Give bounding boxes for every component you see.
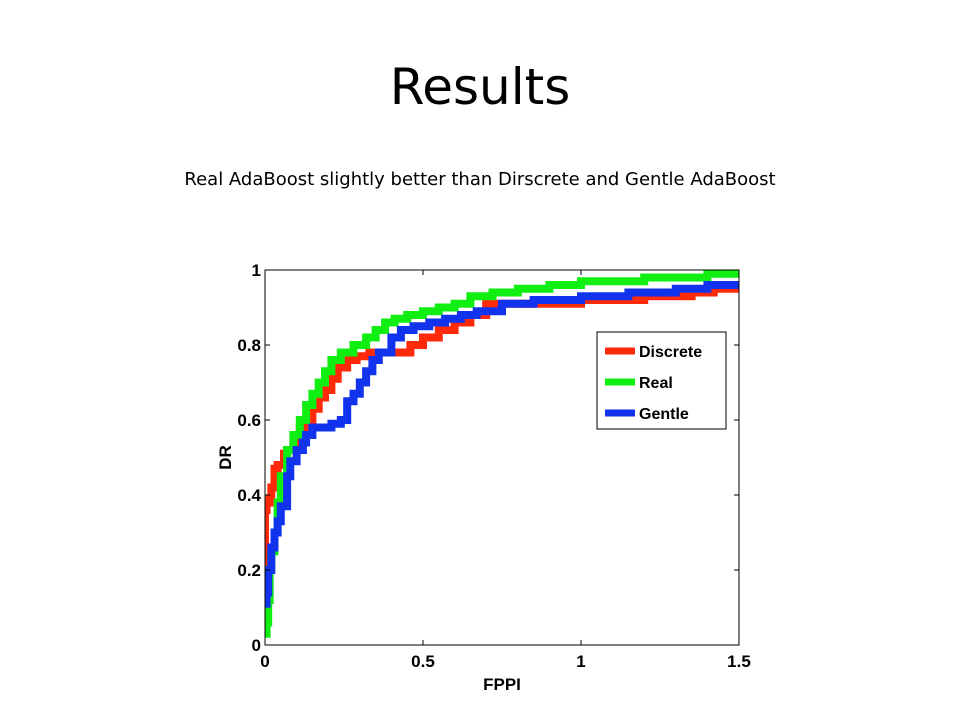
axes-box (264, 269, 740, 646)
y-tick-label: 0.6 (237, 411, 261, 430)
y-tick-label: 1 (252, 261, 261, 280)
y-tick-label: 0.2 (237, 561, 261, 580)
plot-area (265, 269, 739, 638)
y-tick-label: 0.8 (237, 336, 261, 355)
slide-subtitle: Real AdaBoost slightly better than Dirsc… (184, 169, 776, 190)
axes: 0 0.5 1 1.5 0 0.2 0.4 0.6 0.8 1 FPPI DR (216, 261, 751, 694)
legend-label-real: Real (639, 375, 673, 392)
x-tick-label: 0.5 (411, 652, 435, 671)
x-axis-label: FPPI (483, 675, 521, 694)
series-line-gentle (265, 281, 739, 608)
legend-label-gentle: Gentle (639, 406, 689, 423)
slide-title: Results (389, 58, 571, 116)
x-tick-label: 1.5 (727, 652, 751, 671)
y-axis-label: DR (216, 445, 235, 470)
legend-label-discrete: Discrete (639, 344, 702, 361)
x-tick-label: 0 (260, 652, 269, 671)
legend: Discrete Real Gentle (596, 331, 727, 430)
series-line-real (265, 269, 739, 638)
x-tick-label: 1 (576, 652, 585, 671)
y-tick-label: 0 (252, 636, 261, 655)
y-tick-label: 0.4 (237, 486, 261, 505)
